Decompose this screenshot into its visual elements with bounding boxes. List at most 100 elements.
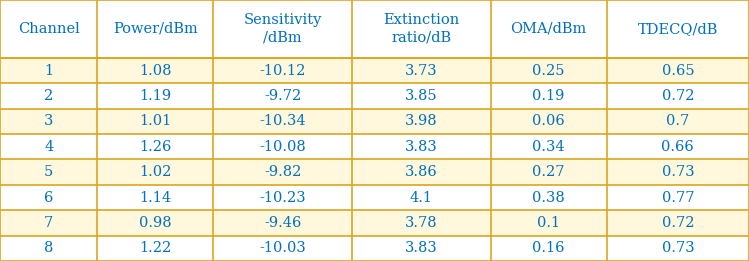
Bar xyxy=(213,210,352,236)
Bar xyxy=(607,134,749,159)
Bar xyxy=(97,210,213,236)
Text: 0.38: 0.38 xyxy=(533,191,565,205)
Bar xyxy=(0,134,97,159)
Text: -9.46: -9.46 xyxy=(264,216,301,230)
Bar xyxy=(0,236,97,261)
Bar xyxy=(491,210,607,236)
Bar xyxy=(491,134,607,159)
Text: 1.14: 1.14 xyxy=(139,191,172,205)
Bar xyxy=(213,134,352,159)
Bar xyxy=(97,134,213,159)
Bar xyxy=(97,58,213,83)
Bar xyxy=(607,109,749,134)
Text: 0.19: 0.19 xyxy=(533,89,565,103)
Text: 4: 4 xyxy=(44,140,53,154)
Bar xyxy=(352,210,491,236)
Text: 0.16: 0.16 xyxy=(533,241,565,255)
Text: 7: 7 xyxy=(44,216,53,230)
Text: 0.7: 0.7 xyxy=(666,114,690,128)
Text: -10.34: -10.34 xyxy=(259,114,306,128)
Text: 3.85: 3.85 xyxy=(405,89,437,103)
Text: -10.03: -10.03 xyxy=(259,241,306,255)
Text: 3: 3 xyxy=(44,114,53,128)
Text: -9.72: -9.72 xyxy=(264,89,301,103)
Text: 0.72: 0.72 xyxy=(661,216,694,230)
Bar xyxy=(97,185,213,210)
Bar xyxy=(0,185,97,210)
Text: Channel: Channel xyxy=(18,22,79,36)
Bar xyxy=(607,0,749,58)
Bar xyxy=(97,236,213,261)
Text: 0.72: 0.72 xyxy=(661,89,694,103)
Text: 3.83: 3.83 xyxy=(405,140,437,154)
Bar xyxy=(607,236,749,261)
Text: OMA/dBm: OMA/dBm xyxy=(511,22,586,36)
Bar xyxy=(0,109,97,134)
Text: Power/dBm: Power/dBm xyxy=(113,22,198,36)
Bar xyxy=(352,109,491,134)
Bar xyxy=(491,159,607,185)
Bar xyxy=(213,0,352,58)
Text: 0.73: 0.73 xyxy=(661,165,694,179)
Bar xyxy=(352,58,491,83)
Text: 1: 1 xyxy=(44,64,53,78)
Text: 0.1: 0.1 xyxy=(537,216,560,230)
Text: 2: 2 xyxy=(44,89,53,103)
Text: 3.73: 3.73 xyxy=(405,64,437,78)
Bar xyxy=(607,83,749,109)
Text: 6: 6 xyxy=(44,191,53,205)
Text: 0.06: 0.06 xyxy=(533,114,565,128)
Text: 3.86: 3.86 xyxy=(405,165,437,179)
Text: -10.12: -10.12 xyxy=(260,64,306,78)
Text: 0.27: 0.27 xyxy=(533,165,565,179)
Bar xyxy=(491,83,607,109)
Bar xyxy=(352,83,491,109)
Bar xyxy=(97,0,213,58)
Bar xyxy=(491,236,607,261)
Text: 0.98: 0.98 xyxy=(139,216,172,230)
Bar xyxy=(491,109,607,134)
Bar xyxy=(491,185,607,210)
Bar xyxy=(0,0,97,58)
Bar xyxy=(0,83,97,109)
Bar xyxy=(352,134,491,159)
Text: 0.77: 0.77 xyxy=(661,191,694,205)
Text: 5: 5 xyxy=(44,165,53,179)
Bar xyxy=(213,58,352,83)
Bar xyxy=(97,109,213,134)
Text: 1.01: 1.01 xyxy=(139,114,172,128)
Text: 1.02: 1.02 xyxy=(139,165,172,179)
Bar xyxy=(0,58,97,83)
Bar xyxy=(0,210,97,236)
Bar xyxy=(213,109,352,134)
Bar xyxy=(352,0,491,58)
Text: 3.83: 3.83 xyxy=(405,241,437,255)
Text: 0.65: 0.65 xyxy=(661,64,694,78)
Bar xyxy=(352,236,491,261)
Text: 3.78: 3.78 xyxy=(405,216,437,230)
Bar xyxy=(607,185,749,210)
Bar xyxy=(352,185,491,210)
Bar xyxy=(607,58,749,83)
Bar xyxy=(607,210,749,236)
Text: 0.25: 0.25 xyxy=(533,64,565,78)
Bar xyxy=(607,159,749,185)
Bar xyxy=(97,159,213,185)
Text: 1.08: 1.08 xyxy=(139,64,172,78)
Bar xyxy=(491,58,607,83)
Text: 1.22: 1.22 xyxy=(139,241,172,255)
Text: 1.26: 1.26 xyxy=(139,140,172,154)
Bar xyxy=(213,83,352,109)
Text: 0.34: 0.34 xyxy=(533,140,565,154)
Bar xyxy=(0,159,97,185)
Bar xyxy=(213,185,352,210)
Bar xyxy=(213,236,352,261)
Text: 1.19: 1.19 xyxy=(139,89,172,103)
Bar xyxy=(213,159,352,185)
Text: 4.1: 4.1 xyxy=(410,191,433,205)
Text: 3.98: 3.98 xyxy=(405,114,437,128)
Text: TDECQ/dB: TDECQ/dB xyxy=(637,22,718,36)
Text: 0.73: 0.73 xyxy=(661,241,694,255)
Text: 0.66: 0.66 xyxy=(661,140,694,154)
Text: -10.08: -10.08 xyxy=(259,140,306,154)
